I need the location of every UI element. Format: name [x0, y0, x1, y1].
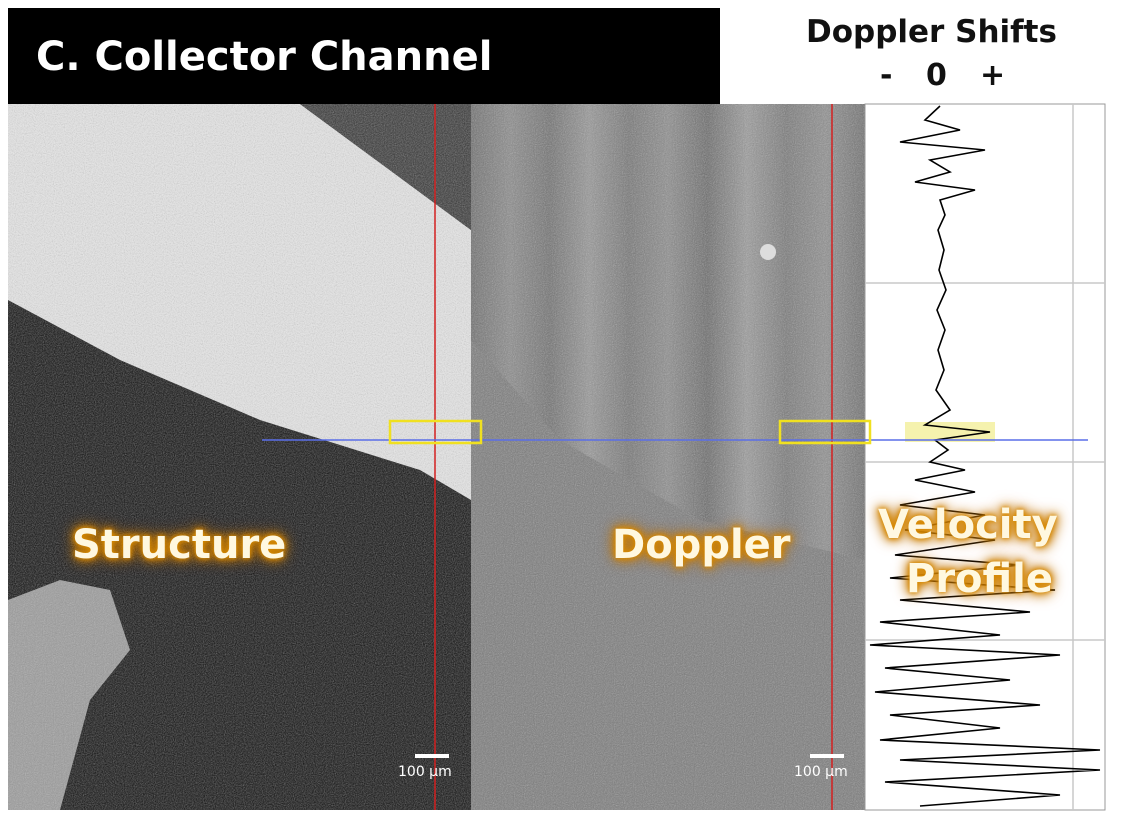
scale-label: 100 µm	[398, 764, 452, 780]
legend-minus: -	[880, 58, 892, 93]
panel-label: Doppler	[612, 522, 791, 568]
scale-bar	[810, 754, 844, 758]
figure-graphics	[0, 0, 1122, 814]
legend-plus: +	[980, 58, 1005, 93]
legend-zero: 0	[926, 58, 947, 93]
profile-panel	[865, 104, 1105, 810]
legend-title: Doppler Shifts	[806, 14, 1057, 50]
speckle	[8, 104, 471, 810]
panel-label: Profile	[906, 556, 1053, 602]
profile-highlight	[905, 422, 995, 442]
panel-label: Structure	[72, 522, 286, 568]
title: C. Collector Channel	[36, 34, 492, 80]
panel-label: Velocity	[878, 502, 1058, 548]
speckle	[471, 104, 865, 810]
figure: C. Collector Channel Doppler Shifts - 0 …	[0, 0, 1122, 814]
scale-bar	[415, 754, 449, 758]
artifact	[760, 244, 776, 260]
scale-label: 100 µm	[794, 764, 848, 780]
